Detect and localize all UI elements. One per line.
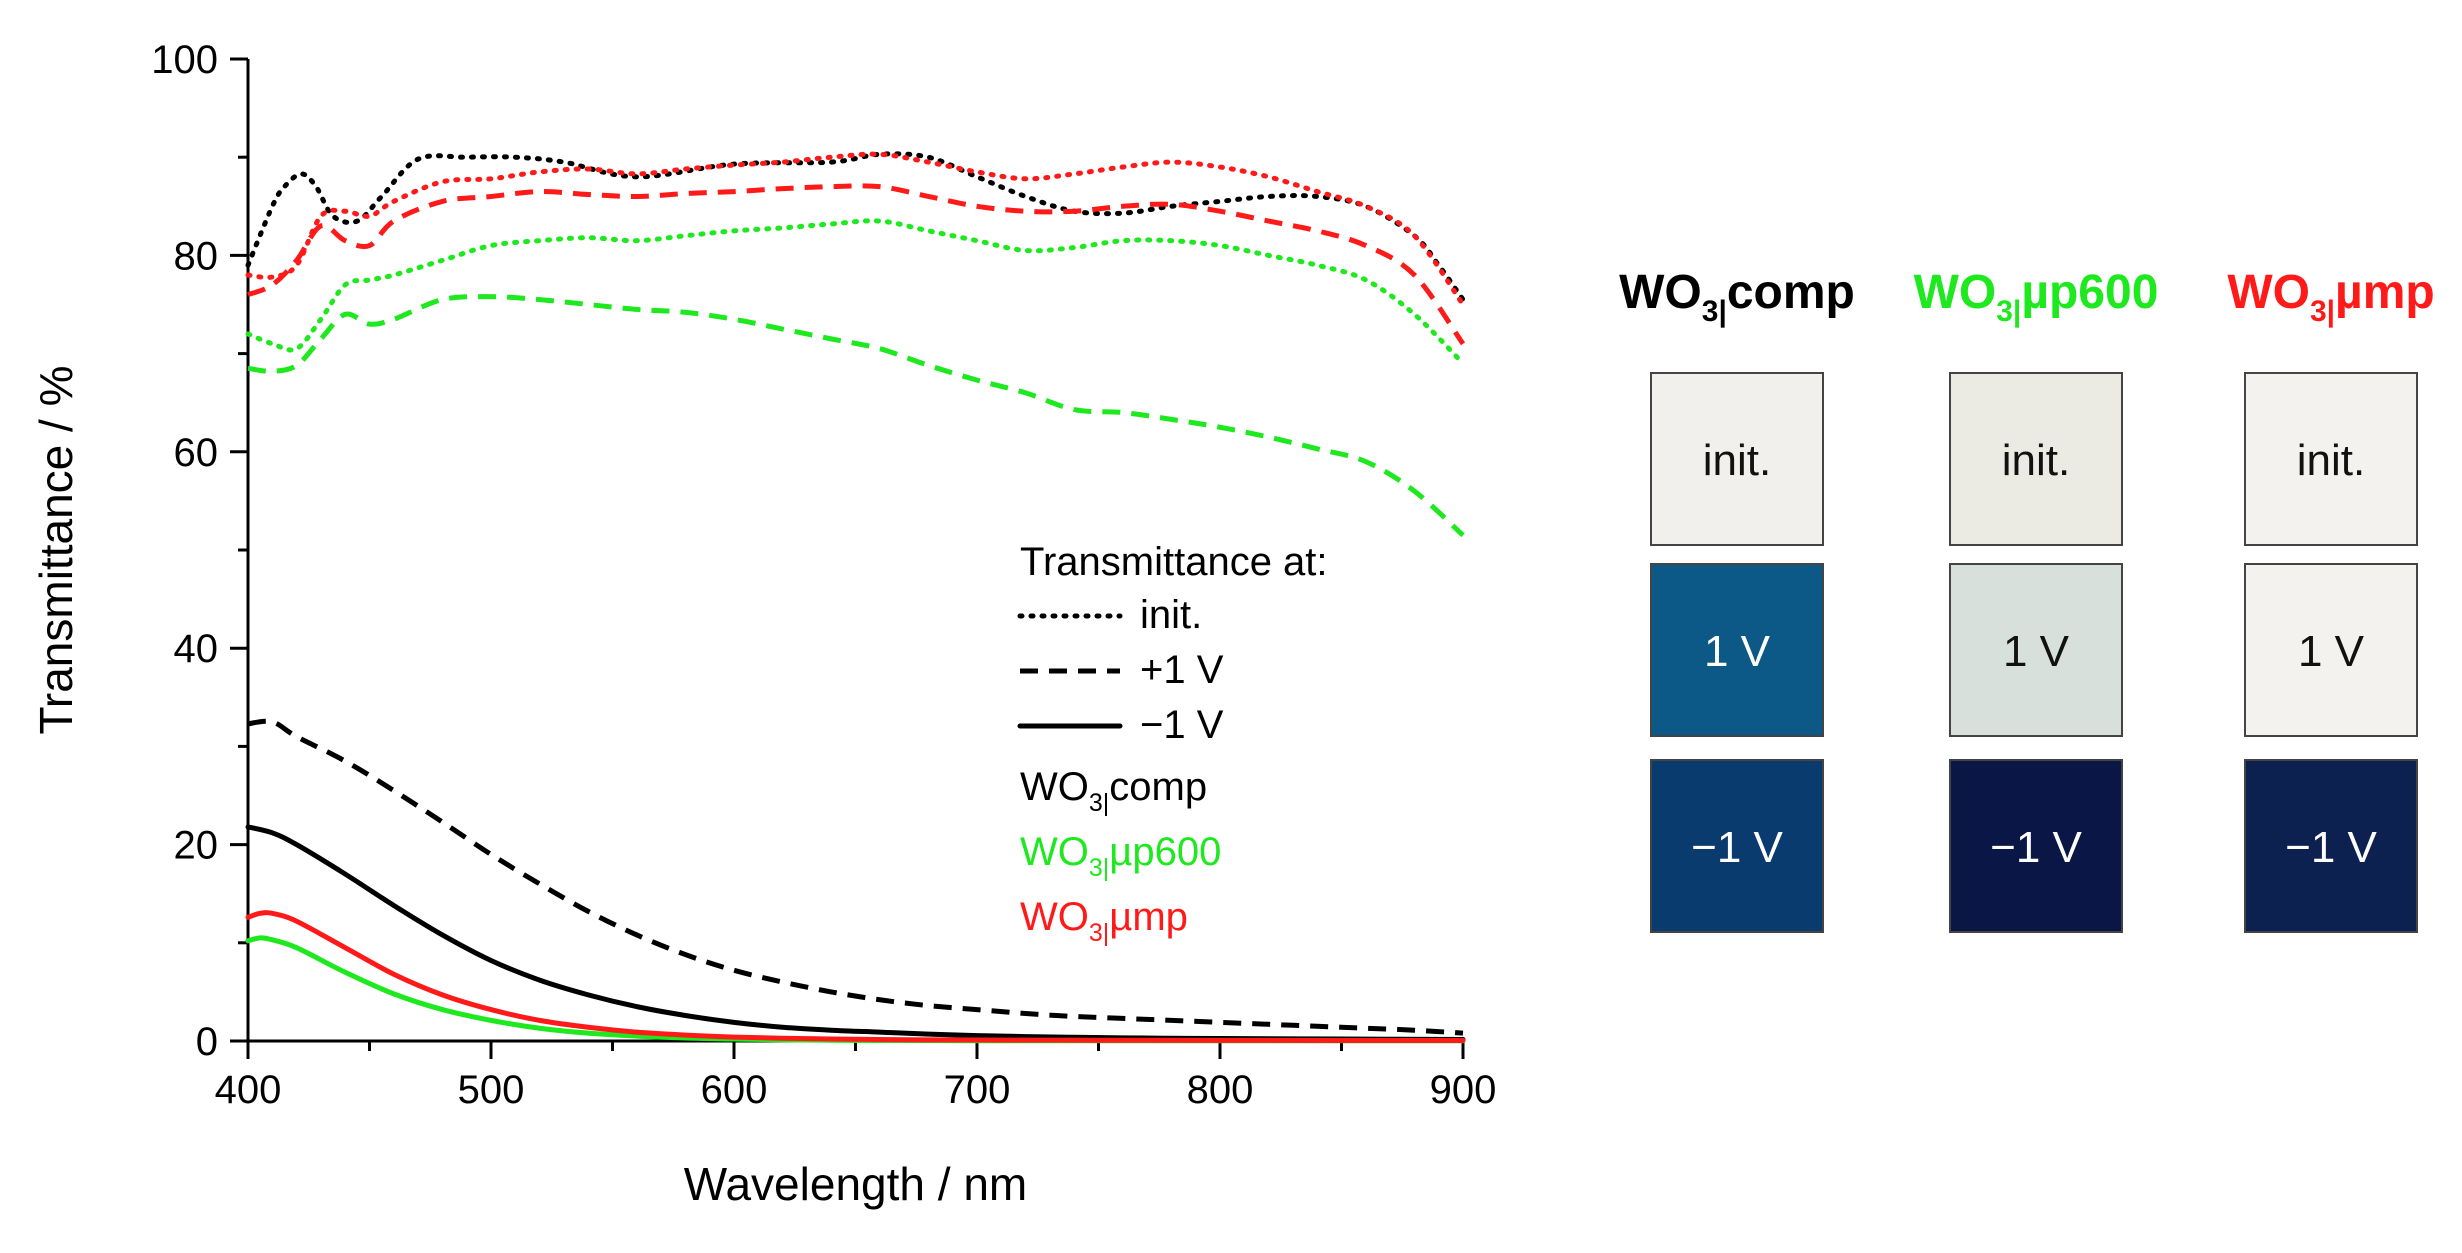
x-tick-label-500: 500 bbox=[458, 1068, 525, 1112]
tile-comp-minus1-v bbox=[1650, 759, 1824, 933]
tile-label-comp-1-v: 1 V bbox=[1704, 627, 1771, 676]
plot-legend: Transmittance at:init.+1 V−1 VWO3|compWO… bbox=[1017, 540, 1328, 947]
tile-ump-minus1-v bbox=[2244, 759, 2418, 933]
series-ump-plus1-v bbox=[247, 183, 1466, 346]
panel-header-comp-base: WO bbox=[1619, 266, 1702, 319]
legend-sample-up600: WO3|µp600 bbox=[1020, 830, 1221, 882]
x-tick-label-400: 400 bbox=[215, 1068, 282, 1112]
x-tick-label-900: 900 bbox=[1430, 1068, 1497, 1112]
panel-header-up600: WO3|µp600 bbox=[1914, 266, 2159, 328]
legend-sample-comp-subscript: 3| bbox=[1089, 789, 1109, 817]
tile-ump-init bbox=[2244, 372, 2418, 546]
legend-sample-up600-base: WO bbox=[1020, 830, 1089, 874]
series-comp-plus1-v bbox=[247, 718, 1464, 1036]
panel-header-ump-base: WO bbox=[2227, 266, 2310, 319]
y-tick-label-100: 100 bbox=[151, 38, 218, 82]
x-tick-label-800: 800 bbox=[1187, 1068, 1254, 1112]
panel-header-comp-subscript: 3| bbox=[1702, 295, 1727, 328]
legend-sample-comp-suffix: comp bbox=[1109, 765, 1207, 809]
panel-header-comp-suffix: comp bbox=[1727, 266, 1855, 319]
legend-sample-comp-base: WO bbox=[1020, 765, 1089, 809]
series-comp-init bbox=[245, 151, 1466, 303]
transmittance-plot: 400 500 600 700 800 900 0 20 40 60 80 100 Wavelength… bbox=[30, 38, 1496, 1210]
x-axis-title: Wavelength / nm bbox=[684, 1158, 1027, 1210]
tile-comp-init bbox=[1650, 372, 1824, 546]
tile-ump-1-v bbox=[2244, 563, 2418, 737]
legend-label-init: init. bbox=[1140, 593, 1202, 637]
x-tick-label-600: 600 bbox=[701, 1068, 768, 1112]
legend-sample-up600-subscript: 3| bbox=[1089, 854, 1109, 882]
panel-header-up600-base: WO bbox=[1914, 266, 1997, 319]
tile-label-up600-minus1-v: −1 V bbox=[1990, 823, 2082, 872]
series-ump-minus1-v bbox=[245, 910, 1466, 1044]
legend-sample-ump: WO3|µmp bbox=[1020, 895, 1188, 947]
tile-up600-init bbox=[1949, 372, 2123, 546]
tile-comp-1-v bbox=[1650, 563, 1824, 737]
y-tick-label-60: 60 bbox=[174, 431, 219, 475]
panel-header-ump: WO3|µmp bbox=[2227, 266, 2434, 328]
panel-header-up600-subscript: 3| bbox=[1996, 295, 2021, 328]
legend-title: Transmittance at: bbox=[1020, 540, 1328, 584]
legend-sample-up600-suffix: µp600 bbox=[1109, 830, 1221, 874]
y-axis-title: Transmittance / % bbox=[30, 366, 82, 735]
series-up600-plus1-v bbox=[247, 294, 1465, 538]
tile-up600-1-v bbox=[1949, 563, 2123, 737]
legend-label-minus1-v: −1 V bbox=[1140, 703, 1224, 747]
legend-sample-comp: WO3|comp bbox=[1020, 765, 1207, 817]
legend-sample-ump-subscript: 3| bbox=[1089, 919, 1109, 947]
y-tick-label-20: 20 bbox=[174, 824, 219, 868]
y-tick-label-0: 0 bbox=[196, 1020, 218, 1064]
panel-header-up600-suffix: µp600 bbox=[2021, 266, 2158, 319]
y-tick-label-80: 80 bbox=[174, 234, 219, 278]
y-tick-label-40: 40 bbox=[174, 627, 219, 671]
panel-header-ump-subscript: 3| bbox=[2310, 295, 2335, 328]
tile-label-up600-1-v: 1 V bbox=[2003, 627, 2070, 676]
tile-label-ump-init: init. bbox=[2297, 436, 2365, 485]
legend-label-plus1-v: +1 V bbox=[1140, 648, 1224, 692]
panel-header-comp: WO3|comp bbox=[1619, 266, 1855, 328]
tile-label-ump-minus1-v: −1 V bbox=[2285, 823, 2377, 872]
tile-label-comp-minus1-v: −1 V bbox=[1691, 823, 1783, 872]
tile-label-up600-init: init. bbox=[2002, 436, 2070, 485]
series-ump-init bbox=[245, 151, 1466, 307]
tile-up600-minus1-v bbox=[1949, 759, 2123, 933]
legend-sample-ump-base: WO bbox=[1020, 895, 1089, 939]
tile-label-comp-init: init. bbox=[1703, 436, 1771, 485]
x-tick-label-700: 700 bbox=[944, 1068, 1011, 1112]
legend-sample-ump-suffix: µmp bbox=[1109, 895, 1188, 939]
tile-label-ump-1-v: 1 V bbox=[2298, 627, 2365, 676]
panel-header-ump-suffix: µmp bbox=[2335, 266, 2435, 319]
series-up600-init bbox=[245, 218, 1466, 366]
